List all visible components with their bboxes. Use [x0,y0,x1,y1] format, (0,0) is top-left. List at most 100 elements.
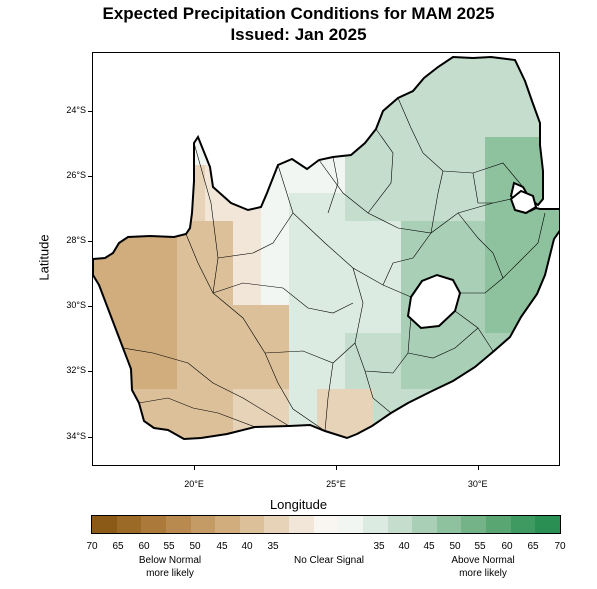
legend-color-swatch [510,516,536,533]
legend-tick-label: 70 [554,541,566,552]
district-border [407,327,479,359]
district-border [264,342,356,364]
legend-tick-label: 45 [423,541,435,552]
probability-cell [513,277,541,305]
probability-cell [373,445,401,466]
y-tick-mark [88,241,92,243]
probability-cell [345,193,373,221]
probability-cell [317,417,345,439]
legend-color-swatch [289,516,314,533]
probability-grid [93,57,559,466]
probability-cell [485,137,513,165]
legend-colorbar [91,515,561,534]
probability-cell [261,57,289,81]
district-border [457,212,504,279]
probability-cell [401,165,429,193]
probability-cell [149,221,177,249]
probability-cell [121,109,149,137]
y-tick-label: 32°S [66,365,86,376]
district-border [472,172,493,204]
probability-cell [261,165,289,193]
probability-cell [149,333,177,361]
probability-cell [289,249,317,277]
probability-cell [289,193,317,221]
probability-cell [429,445,457,466]
probability-cell [93,389,121,417]
probability-cell [429,417,457,439]
probability-cell [457,333,485,361]
x-tick-label: 20°E [184,479,204,489]
district-border [212,282,354,314]
probability-cell [401,193,429,221]
y-tick-label: 26°S [66,169,86,180]
probability-cell [177,305,205,333]
y-tick-mark [88,436,92,438]
probability-cell [485,305,513,333]
probability-cell [317,333,345,361]
probability-cell [93,445,121,466]
probability-cell [205,445,233,466]
probability-cell [149,81,177,109]
probability-cell [233,361,261,389]
legend-tick-label: 50 [189,541,201,552]
probability-cell [457,165,485,193]
probability-cell [177,57,205,81]
legend-tick-label: 40 [241,541,253,552]
district-border [193,142,326,432]
probability-cell [177,249,205,277]
district-borders [122,97,546,432]
probability-cell [121,361,149,389]
probability-cell [233,221,261,249]
probability-cell [541,137,559,165]
probability-cell [149,193,177,221]
probability-cell [261,109,289,137]
legend-color-swatch [338,516,363,533]
probability-cell [289,333,317,361]
probability-cell [233,137,261,165]
probability-cell [93,417,121,439]
probability-cell [205,249,233,277]
probability-cell [233,81,261,109]
y-tick-label: 28°S [66,235,86,246]
probability-cell [401,389,429,417]
legend-tick-label: 35 [267,541,279,552]
probability-cell [513,445,541,466]
probability-cell [261,333,289,361]
probability-cell [513,361,541,389]
district-border [138,397,256,428]
legend-color-swatch [116,516,142,533]
probability-cell [429,333,457,361]
probability-cell [177,277,205,305]
probability-cell [121,333,149,361]
probability-cell [289,361,317,389]
legend-caption-above: Above Normal more likely [433,554,533,580]
legend-tick-label: 65 [527,541,539,552]
legend-tick-label: 35 [373,541,385,552]
probability-cell [429,221,457,249]
probability-cell [177,389,205,417]
probability-cell [485,193,513,221]
probability-cell [373,389,401,417]
probability-cell [205,57,233,81]
probability-cell [317,277,345,305]
legend-color-swatch [92,516,117,533]
probability-cell [233,445,261,466]
probability-cell [317,57,345,81]
legend-color-swatch [264,516,289,533]
map-panel [92,52,560,466]
probability-cell [121,221,149,249]
district-border [217,212,294,259]
probability-cell [373,417,401,439]
probability-cell [401,109,429,137]
probability-cell [205,305,233,333]
probability-cell [261,305,289,333]
probability-cell [401,361,429,389]
probability-cell [457,109,485,137]
probability-cell [457,221,485,249]
legend-tick-label: 60 [501,541,513,552]
legend-color-swatch [165,516,191,533]
probability-cell [289,445,317,466]
probability-cell [513,137,541,165]
x-tick-mark [194,466,196,470]
probability-cell [261,389,289,417]
